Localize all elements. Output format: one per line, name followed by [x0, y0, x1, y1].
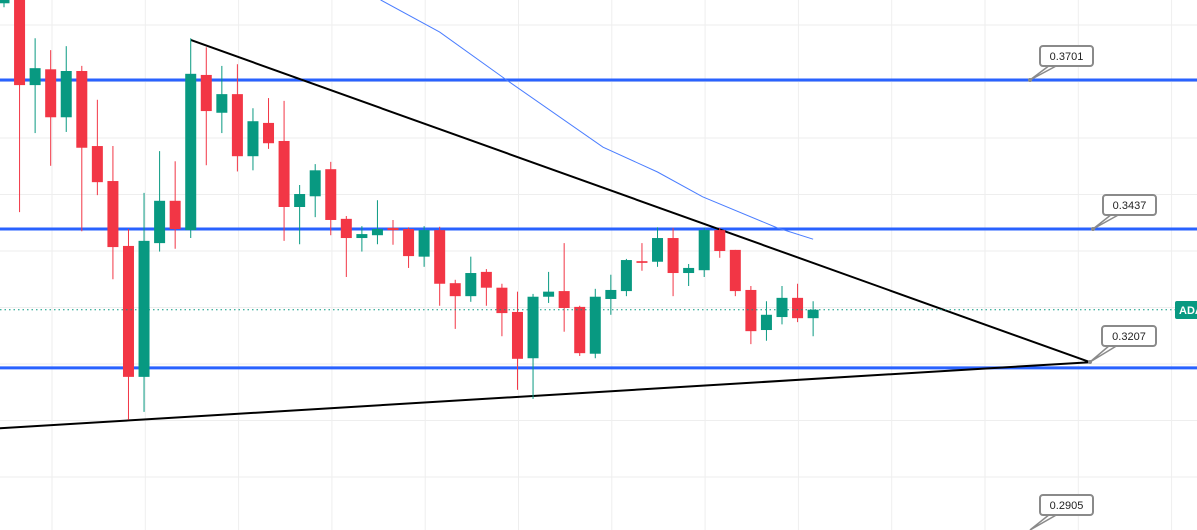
label-box: [1039, 45, 1094, 67]
label-text: 0.3701: [1050, 51, 1084, 63]
candle-body-up: [589, 296, 601, 354]
candle-body-down: [667, 238, 679, 274]
label-box: [1102, 194, 1157, 216]
trendlines: [0, 39, 1091, 430]
candle-body-down: [200, 74, 212, 112]
label-pointer: [1089, 344, 1121, 363]
moving-average-line: [380, 0, 814, 240]
price-label-apex[interactable]: 0.3207: [1088, 325, 1157, 364]
label-text: 0.3437: [1113, 200, 1147, 212]
candle-body-down: [45, 69, 57, 118]
trendline: [190, 39, 1091, 364]
candle-body-down: [729, 249, 741, 292]
candle-body-down: [91, 146, 103, 183]
candle-body-up: [138, 240, 150, 377]
candle-body-up: [776, 297, 788, 318]
candle-body-down: [449, 283, 461, 297]
candle-body-up: [652, 238, 664, 262]
candle-body-down: [714, 230, 726, 252]
candle-body-up: [29, 68, 41, 86]
candle-body-up: [309, 170, 321, 197]
price-label-bottom[interactable]: 0.2905: [1029, 494, 1094, 530]
candle-body-down: [511, 311, 523, 359]
candle-body-down: [278, 140, 290, 207]
candle-body-up: [807, 309, 819, 319]
symbol-tag-text: ADA: [1179, 305, 1197, 317]
symbol-price-tag: ADA: [1175, 301, 1197, 319]
candle-body-up: [60, 70, 72, 118]
candle-body-up: [605, 289, 617, 299]
candle-body-up: [465, 273, 477, 297]
candle-body-down: [76, 70, 88, 148]
candle-body-down: [636, 261, 648, 263]
candle-body-down: [340, 218, 352, 239]
candle-body-down: [574, 306, 586, 354]
candle-body-up: [683, 267, 695, 274]
candle-body-down: [480, 271, 492, 288]
candle-body-up: [698, 230, 710, 271]
candle-body-up: [527, 296, 539, 359]
candle-body-down: [792, 297, 804, 319]
candle-body-up: [760, 314, 772, 331]
candle-body-down: [434, 230, 446, 284]
candle-body-down: [169, 200, 181, 230]
label-pointer: [1029, 513, 1061, 530]
price-label-resistance[interactable]: 0.3437: [1091, 194, 1157, 231]
candle-body-up: [0, 0, 10, 4]
candle-body-up: [620, 260, 632, 292]
candle-body-down: [231, 94, 243, 157]
label-text: 0.2905: [1050, 500, 1084, 512]
candle-body-down: [14, 0, 26, 86]
candle-body-down: [263, 122, 275, 144]
candle-body-up: [371, 229, 383, 236]
candle-body-up: [294, 194, 306, 207]
candle-body-down: [122, 245, 134, 377]
label-pointer: [1029, 64, 1059, 81]
label-box: [1039, 494, 1094, 516]
candle-body-up: [418, 230, 430, 257]
label-pointer: [1092, 213, 1123, 230]
candle-body-down: [403, 229, 415, 257]
candle-body-down: [558, 291, 570, 309]
price-label-top[interactable]: 0.3701: [1028, 45, 1094, 82]
candle-body-up: [185, 73, 197, 231]
candle-body-up: [216, 94, 228, 113]
candle-body-up: [356, 234, 368, 239]
candle-body-down: [107, 181, 119, 248]
candle-body-down: [496, 287, 508, 314]
candles: [0, 0, 819, 420]
candle-body-down: [387, 227, 399, 231]
candle-body-up: [154, 200, 166, 244]
candle-body-down: [745, 289, 757, 332]
moving-average: [380, 0, 814, 240]
candle-body-down: [325, 169, 337, 220]
candle-body-up: [543, 291, 555, 297]
label-box: [1101, 325, 1157, 347]
candle-body-up: [247, 121, 259, 157]
symbol-tag-box: [1175, 301, 1197, 319]
label-text: 0.3207: [1112, 331, 1146, 343]
trendline: [0, 361, 1091, 430]
